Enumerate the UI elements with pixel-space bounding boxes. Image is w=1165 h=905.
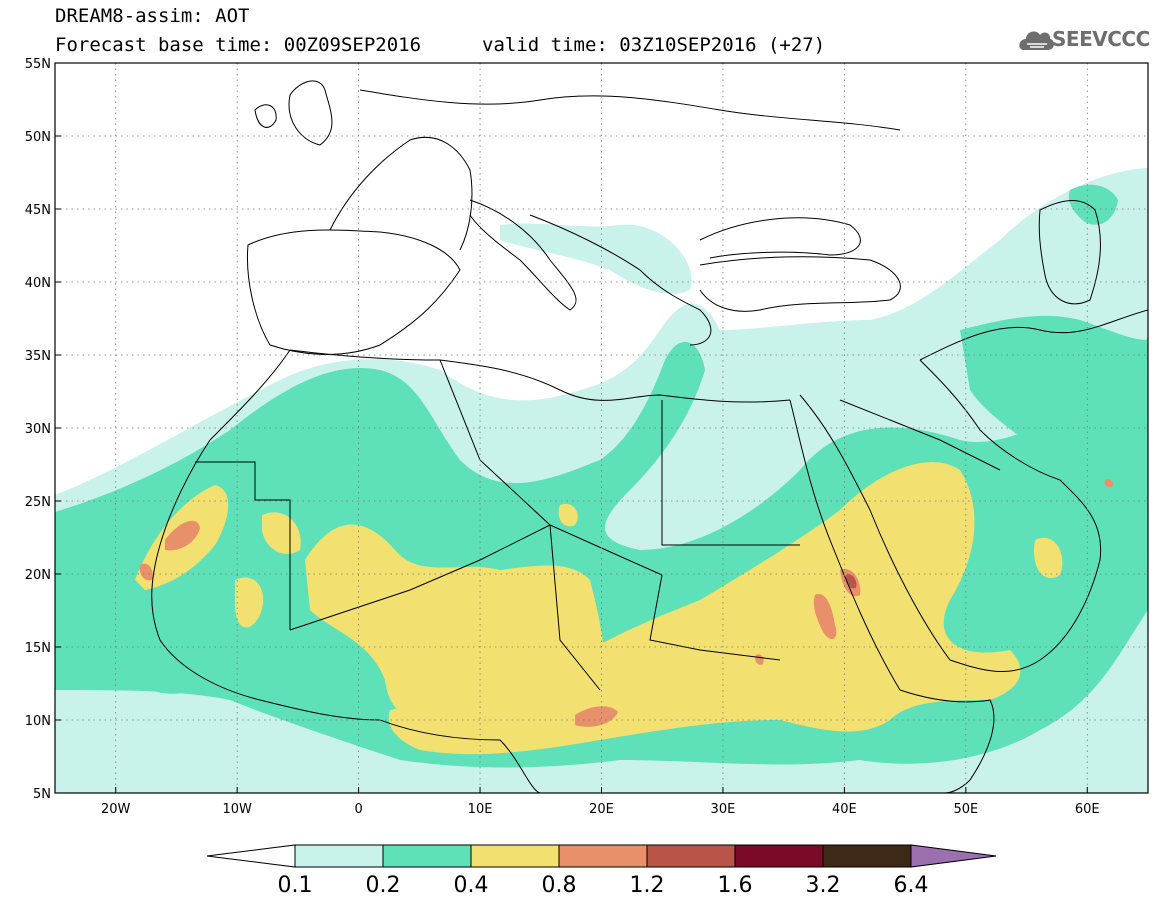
lat-tick-label: 30N [25,422,51,437]
colorbar-label: 0.1 [278,873,313,898]
lon-tick-label: 20E [589,802,614,817]
lon-tick-label: 60E [1075,802,1100,817]
colorbar-label: 0.8 [542,873,577,898]
coast-redsea [789,399,901,691]
lat-tick-label: 20N [25,568,51,583]
coast-iran [919,309,1148,361]
coast-westafrica [151,349,381,721]
map-grid [55,62,1148,794]
border-europe [359,89,901,131]
border-sudan [649,574,781,661]
aot-band-0.2-caspian [1068,184,1118,225]
lat-tick-label: 40N [25,276,51,291]
colorbar-swatch [294,844,384,868]
logo-text: SEEVCCC [1052,27,1150,51]
coast-balkans [529,214,712,346]
lat-tick-label: 15N [25,641,51,656]
border-libya-chad [549,524,663,576]
aot-band-0.8-mauritania [165,520,200,551]
coast-italy [469,199,577,311]
colorbar-swatch [646,844,736,868]
lat-tick-label: 35N [25,349,51,364]
lon-tick-label: 0 [354,802,362,817]
coast-hornafrica [899,689,995,793]
coast-france [329,136,473,251]
aot-band-0.4-westblob [235,577,264,628]
border-mauritania [195,461,291,630]
lon-tick-label: 10W [222,802,252,817]
aot-band-0.2-gulf [960,315,1148,494]
lat-tick-label: 5N [33,787,51,802]
aot-contours [55,168,1148,793]
aot-band-0.8-sudan [575,706,618,727]
coast-blacksea [699,217,861,259]
lat-tick-label: 55N [25,57,51,72]
colorbar-swatch [734,844,824,868]
lon-tick-label: 10E [468,802,493,817]
coast-iberia [246,229,461,355]
valid-time: valid time: 03Z10SEP2016 (+27) [482,34,826,56]
colorbar: 0.1 0.2 0.4 0.8 1.2 1.6 3.2 6.4 [206,844,997,898]
aot-band-0.4-chad [388,462,1021,755]
colorbar-label: 6.4 [894,873,929,898]
coast-ireland [254,104,277,128]
lon-tick-label: 30E [711,802,736,817]
aot-band-0.1-adriatic [500,223,692,294]
colorbar-swatch [470,844,560,868]
lat-tick-label: 10N [25,714,51,729]
colorbar-low-arrow [206,844,296,868]
aot-band-0.4-sahel [305,524,605,733]
colorbar-high-arrow [910,844,997,868]
lon-tick-label: 20W [101,802,131,817]
coast-britain [288,80,333,146]
border-saudi [839,399,1001,471]
colorbar-label: 1.2 [630,873,665,898]
coast-turkey [699,256,901,312]
aot-band-0.4-oman [1034,537,1063,579]
colorbar-label: 1.6 [718,873,753,898]
aot-band-0.8-coast [139,563,153,581]
lat-tick-label: 45N [25,203,51,218]
lon-axis: 20W 10W 0 10E 20E 30E 40E 50E 60E [101,787,1100,817]
colorbar-swatch [822,844,912,868]
colorbar-swatch [558,844,648,868]
coast-gulfguinea [379,719,541,793]
aot-band-0.8-yemen [1104,479,1113,488]
coast-caspian [1038,200,1101,305]
coast-redsea-east [799,394,951,661]
coast-arabia [919,359,1102,673]
cloud-icon [1019,31,1054,50]
border-niger-chad [549,524,601,691]
lon-tick-label: 50E [953,802,978,817]
coast-northafrica [289,349,791,403]
border-sahel [289,524,551,631]
coastlines-borders [151,80,1148,793]
colorbar-swatch [382,844,472,868]
colorbar-label: 0.4 [454,873,489,898]
colorbar-label: 0.2 [366,873,401,898]
lon-tick-label: 40E [832,802,857,817]
border-egypt-libya [661,400,800,546]
aot-band-0.4-egypt [558,504,578,527]
lat-tick-label: 50N [25,130,51,145]
map-title: DREAM8-assim: AOT [55,5,250,27]
forecast-base-time: Forecast base time: 00Z09SEP2016 [55,34,422,56]
aot-band-0.1-libya [470,420,611,483]
lat-axis: 55N 50N 45N 40N 35N 30N 25N 20N 15N 10N 5N [25,57,61,802]
lat-tick-label: 25N [25,495,51,510]
aot-band-0.4-westblob2 [262,512,301,554]
colorbar-label: 3.2 [806,873,841,898]
aot-band-0.8-eritrea [813,594,837,640]
